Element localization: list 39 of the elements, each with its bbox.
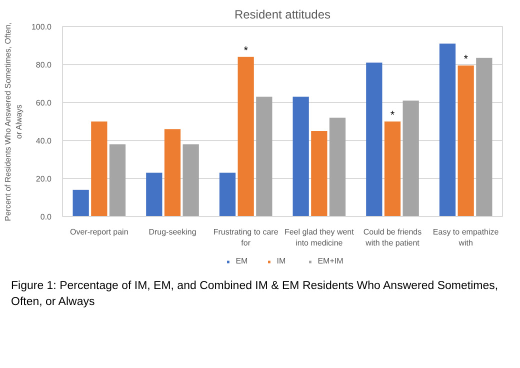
bar [439,44,456,216]
bar [164,129,181,216]
legend-label: EM+IM [318,256,344,266]
bar [458,65,474,216]
y-tick-label: 20.0 [36,174,52,184]
bar [238,56,254,216]
y-tick-label: 100.0 [31,22,52,32]
bar [146,172,162,216]
bar [311,131,328,216]
bar [476,58,492,216]
bar [384,122,401,216]
legend-label: EM [236,256,249,266]
x-tick-label: Feel glad they went into medicine [284,228,355,248]
y-tick-label: 0.0 [40,212,52,222]
bar [366,62,382,216]
caption: Figure 1: Percentage of IM, EM, and Combined IM & EM Residents Who Answered Sometimes, Often, or Always [11,279,500,310]
y-tick-label: 40.0 [36,136,52,146]
bar [402,100,419,216]
bar [109,144,126,216]
x-tick-label: Could be friends with the patient [363,228,422,248]
y-tick-label: 60.0 [36,98,52,108]
bar [182,144,199,216]
legend-label: IM [276,256,287,266]
x-tick-label: Drug-seeking [148,228,196,236]
x-tick-label: Over-report pain [70,228,128,236]
annotation: * [390,110,396,122]
annotation: * [464,53,469,66]
y-axis-title: Percent of Residents Who Answered Sometimes, Often, or Always [4,22,24,222]
bar [91,122,108,216]
chart-title: Resident attitudes [234,8,331,22]
bar [256,96,272,216]
bar [292,96,309,216]
bar [72,190,89,216]
bar [219,172,236,216]
bar [329,118,346,216]
x-tick-label: Easy to empathize with [432,228,500,248]
annotation: * [244,44,249,57]
y-tick-label: 80.0 [36,60,52,70]
x-tick-label: Frustrating to care for [213,228,279,248]
